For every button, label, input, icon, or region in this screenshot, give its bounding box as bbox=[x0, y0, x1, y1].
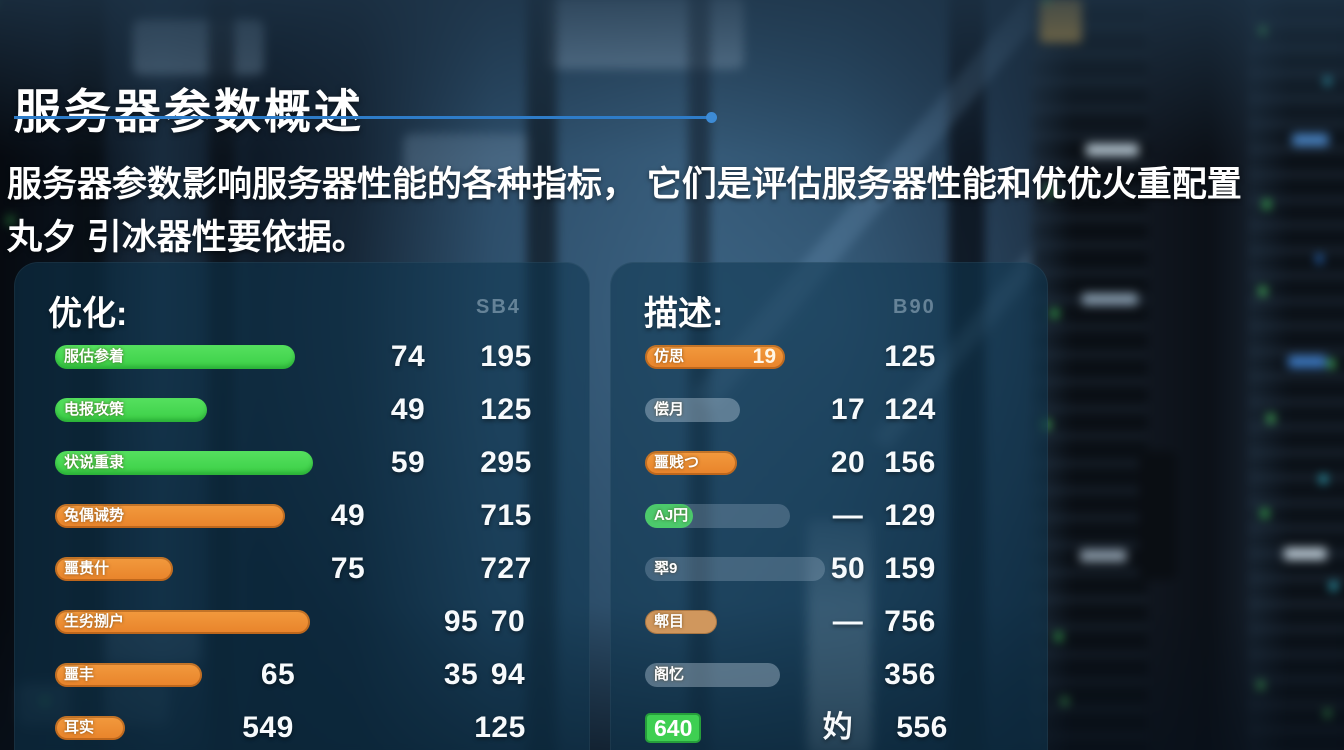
server-unit bbox=[1082, 293, 1138, 306]
bar: 耳实 bbox=[55, 716, 125, 740]
value: 556 bbox=[896, 711, 948, 744]
chart-row: 兔偶诫势 49 715 bbox=[14, 498, 590, 534]
bar-label: 电报攻策 bbox=[64, 401, 125, 418]
value: 65 bbox=[260, 658, 296, 691]
chart-row: 640 妁 556 bbox=[610, 710, 1048, 746]
bar: 电报攻策 bbox=[55, 398, 207, 422]
chart-row: 噩丰 65 35 94 bbox=[14, 657, 590, 693]
intro-line-1: 服务器参数影响服务器性能的各种指标， 它们是评估服务器性能和优优火重配置 bbox=[7, 165, 1242, 204]
server-unit bbox=[1288, 355, 1327, 368]
value: 356 bbox=[884, 658, 936, 691]
title-underline bbox=[14, 112, 717, 123]
value: 125 bbox=[884, 340, 936, 373]
value: 94 bbox=[490, 658, 526, 691]
bar: 郫目 bbox=[645, 610, 717, 634]
bar-label: 阁忆 bbox=[654, 666, 685, 683]
panel-heading: 描述: bbox=[644, 295, 724, 333]
value: 124 bbox=[884, 393, 936, 426]
rack-door-handle bbox=[1138, 450, 1177, 581]
value: 70 bbox=[490, 605, 526, 638]
panel-corner-note: SB4 bbox=[476, 296, 521, 318]
chart-row: 阁忆 356 bbox=[610, 657, 1048, 693]
bar-label: 翆9 bbox=[654, 560, 678, 577]
bar: 仿思 19 bbox=[645, 345, 785, 369]
green-value-badge: 640 bbox=[645, 713, 702, 743]
intro-paragraph: 服务器参数影响服务器性能的各种指标， 它们是评估服务器性能和优优火重配置 丸夕 引… bbox=[7, 158, 1344, 264]
value: 74 bbox=[390, 340, 426, 373]
bar: 翆9 bbox=[645, 557, 825, 581]
green-segment bbox=[645, 504, 693, 528]
chart-row: 电报攻策 49 125 bbox=[14, 392, 590, 428]
bar-label: 状说重隶 bbox=[64, 454, 125, 471]
optimization-panel: 优化: SB4 服估参着 74 195 电报攻策 49 125 状说重隶 59 … bbox=[14, 262, 590, 750]
server-unit bbox=[1080, 549, 1127, 562]
intro-line-2: 丸夕 引冰器性要依据。 bbox=[7, 218, 367, 257]
value: 549 bbox=[242, 711, 294, 744]
top-shade bbox=[0, 0, 1344, 156]
value: 49 bbox=[330, 499, 366, 532]
bar-label: 噩丰 bbox=[64, 666, 95, 683]
value: 727 bbox=[480, 552, 532, 585]
value: 129 bbox=[884, 499, 936, 532]
value: 20 bbox=[830, 446, 866, 479]
bar: 生劣捌户 bbox=[55, 610, 310, 634]
value: — bbox=[832, 499, 864, 532]
bar: 状说重隶 bbox=[55, 451, 313, 475]
chart-row: 仿思 19 125 bbox=[610, 339, 1048, 375]
bar: 服估参着 bbox=[55, 345, 295, 369]
page-title: 服务器参数概述 bbox=[14, 85, 364, 139]
bar-label: 服估参着 bbox=[64, 348, 125, 365]
value: 75 bbox=[330, 552, 366, 585]
bar: 兔偶诫势 bbox=[55, 504, 285, 528]
chart-row: 噩贵什 75 727 bbox=[14, 551, 590, 587]
bar: 噩贱つ bbox=[645, 451, 737, 475]
bar-label: 生劣捌户 bbox=[64, 613, 125, 630]
value: 195 bbox=[480, 340, 532, 373]
description-panel: 描述: B90 仿思 19 125 偿月 17 124 噩贱つ 20 156 bbox=[610, 262, 1048, 750]
value: 95 bbox=[443, 605, 479, 638]
panel-corner-note: B90 bbox=[893, 296, 936, 318]
bar: AJ円 bbox=[645, 504, 790, 528]
bar-label: 噩贱つ bbox=[654, 454, 700, 471]
chart-row: 耳实 549 125 bbox=[14, 710, 590, 746]
server-unit bbox=[1284, 547, 1327, 560]
in-bar-value: 19 bbox=[752, 345, 776, 368]
bar-label: 偿月 bbox=[654, 401, 685, 418]
value: 159 bbox=[884, 552, 936, 585]
value: 156 bbox=[884, 446, 936, 479]
bar: 噩贵什 bbox=[55, 557, 173, 581]
bar-label: 耳实 bbox=[64, 719, 95, 736]
chart-row: 状说重隶 59 295 bbox=[14, 445, 590, 481]
bar-label: AJ円 bbox=[654, 507, 689, 524]
value: 756 bbox=[884, 605, 936, 638]
bar-label: 仿思 bbox=[654, 348, 685, 365]
value: 17 bbox=[830, 393, 866, 426]
bar-label: 兔偶诫势 bbox=[64, 507, 125, 524]
chart-row: 郫目 — 756 bbox=[610, 604, 1048, 640]
chart-row: 翆9 50 159 bbox=[610, 551, 1048, 587]
value: 125 bbox=[480, 393, 532, 426]
bar: 噩丰 bbox=[55, 663, 202, 687]
value: 715 bbox=[480, 499, 532, 532]
value: 59 bbox=[390, 446, 426, 479]
bar: 阁忆 bbox=[645, 663, 780, 687]
value: 50 bbox=[830, 552, 866, 585]
panel-heading: 优化: bbox=[48, 295, 128, 333]
value: 35 bbox=[443, 658, 479, 691]
value: 295 bbox=[480, 446, 532, 479]
chart-row: 偿月 17 124 bbox=[610, 392, 1048, 428]
bar-label: 噩贵什 bbox=[64, 560, 110, 577]
chart-row: 服估参着 74 195 bbox=[14, 339, 590, 375]
chart-row: 生劣捌户 95 70 bbox=[14, 604, 590, 640]
value: 49 bbox=[390, 393, 426, 426]
bar-label: 郫目 bbox=[654, 613, 685, 630]
chart-row: 噩贱つ 20 156 bbox=[610, 445, 1048, 481]
value: 妁 bbox=[822, 711, 854, 744]
chart-row: AJ円 — 129 bbox=[610, 498, 1048, 534]
bar: 偿月 bbox=[645, 398, 740, 422]
underline-end-dot bbox=[706, 112, 717, 123]
value: 125 bbox=[474, 711, 526, 744]
value: — bbox=[832, 605, 864, 638]
